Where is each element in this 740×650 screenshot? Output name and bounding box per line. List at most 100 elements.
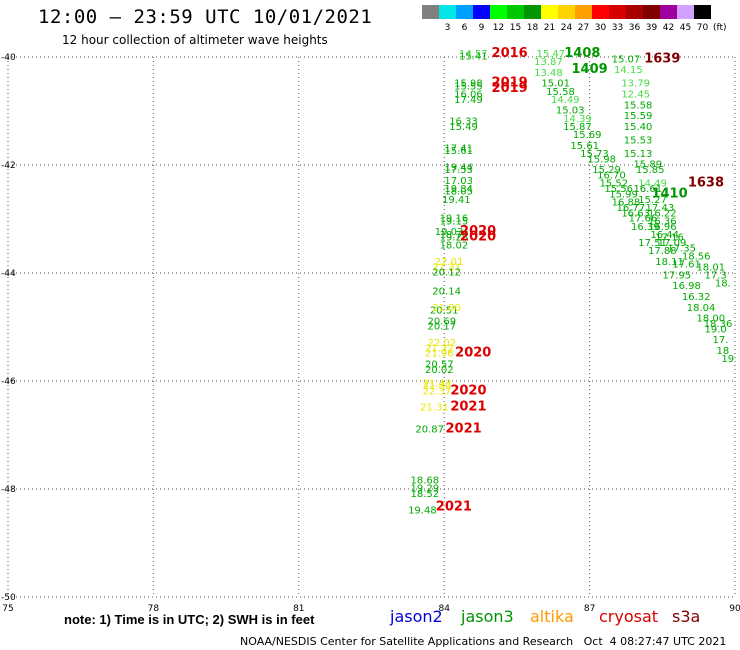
swh-value-label: 20.02 [425,365,454,376]
swh-value-label: 17.88 [648,246,677,257]
swh-value-label: 16.77 [616,203,645,214]
swh-value-label: 15.56 [604,184,633,195]
pass-time-label: 1410 [651,186,687,201]
swh-value-label: 20.17 [427,322,456,333]
swh-value-label: 16.32 [682,292,711,303]
swh-value-label: 22.37 [423,387,452,398]
swh-value-label: 17.49 [454,95,483,106]
legend-swatch [456,5,473,19]
swh-value-label: 15.07 [612,54,641,65]
swh-value-label: 14.15 [614,65,643,76]
lon-tick-label: 87 [584,604,595,614]
lon-tick-label: 90 [729,604,740,614]
pass-time-label: 1638 [688,176,724,191]
pass-time-label: 2021 [450,400,486,415]
swh-value-label: 15.40 [624,122,653,133]
pass-time-label: 2019 [492,76,528,91]
swh-value-label: 15.27 [638,195,667,206]
lat-tick-label: -42 [1,161,16,171]
swh-value-label: 19.41 [442,195,471,206]
satellite-cryosat: cryosat [599,607,659,626]
legend-label: 45 [680,23,691,33]
satellite-jason3: jason3 [461,607,514,626]
swh-value-label: 14.49 [638,179,667,190]
swh-value-label: 17.16 [655,233,684,244]
swh-value-label: 15.58 [624,100,653,111]
swh-value-label: 17.09 [658,238,687,249]
swh-value-label: 19.48 [408,505,437,516]
swh-value-label: 16.06 [454,90,483,101]
swh-value-label: 13.79 [621,79,650,90]
legend-swatch [660,5,677,19]
swh-value-label: 17.03 [444,176,473,187]
legend-swatch [643,5,660,19]
swh-value-label: 15.58 [546,87,575,98]
legend-label: 36 [629,23,641,33]
legend-label: 42 [663,23,674,33]
swh-value-label: 16.96 [648,222,677,233]
swh-value-label: 16.33 [449,117,478,128]
swh-value-label: 15.55 [454,81,483,92]
swh-value-label: 14.49 [551,95,580,106]
swh-value-label: 19.03 [435,227,464,238]
legend-label: 24 [561,23,573,33]
swh-value-label: 18.56 [682,252,711,263]
swh-value-label: 17.41 [444,144,473,155]
swh-value-label: 12.45 [621,90,650,101]
swh-value-label: 19 [721,354,734,365]
lat-tick-label: -40 [1,53,16,63]
legend-label: 12 [493,23,504,33]
legend-swatch [422,5,439,19]
legend-label: 15 [510,23,521,33]
swh-value-label: 15.87 [563,122,592,133]
swh-value-label: 22.02 [427,338,456,349]
credit-line: NOAA/NESDIS Center for Satellite Applica… [240,635,727,648]
swh-value-label: 21.31 [432,262,461,273]
legend-swatch [490,5,507,19]
swh-value-label: 13.48 [534,68,563,79]
legend-swatch [473,5,490,19]
swh-value-label: 22.01 [435,257,464,268]
swh-value-label: 19.16 [440,214,469,225]
swh-value-label: 15.98 [454,79,483,90]
pass-time-label: 2020 [455,346,491,361]
swh-value-label: 15.01 [541,79,570,90]
legend-label: 21 [544,23,555,33]
map-subtitle: 12 hour collection of altimeter wave hei… [62,33,328,47]
legend-swatch [677,5,694,19]
lon-tick-label: 78 [148,604,160,614]
swh-value-label: 16.39 [631,222,660,233]
swh-value-label: 16.61 [633,184,662,195]
lon-tick-label: 75 [2,604,13,614]
swh-value-label: 15.53 [624,135,653,146]
swh-value-label: 16.22 [648,208,677,219]
swh-value-label: 15.73 [580,149,609,160]
swh-value-label: 18.00 [696,314,725,325]
swh-value-label: 20.12 [432,268,461,279]
pass-time-label: 1408 [564,46,600,61]
pass-time-label: 2021 [436,500,472,515]
swh-value-label: 18 [717,346,730,357]
pass-time-label: 2020 [450,384,486,399]
swh-value-label: 21.80 [423,381,452,392]
legend-label: 39 [646,23,658,33]
legend-swatch [592,5,609,19]
legend-label: 33 [612,23,623,33]
legend-label: 27 [578,23,589,33]
swh-value-label: 18.68 [410,476,439,487]
swh-value-label: 14.57 [459,49,488,60]
satellite-s3a: s3a [672,607,701,626]
pass-time-label: 2021 [445,421,481,436]
swh-value-label: 20.87 [415,424,444,435]
swh-value-label: 16.88 [612,198,641,209]
swh-value-label: 15.13 [624,149,653,160]
swh-value-label: 17.61 [672,260,701,271]
swh-value-label: 16.63 [621,208,650,219]
swh-value-label: 18.05 [444,187,473,198]
satellite-jason2: jason2 [390,607,443,626]
legend-label: 18 [527,23,539,33]
swh-value-label: 18.02 [440,241,469,252]
swh-value-label: 15.47 [537,49,566,60]
swh-value-label: 15.69 [573,130,602,141]
swh-value-label: 13.87 [534,57,563,68]
